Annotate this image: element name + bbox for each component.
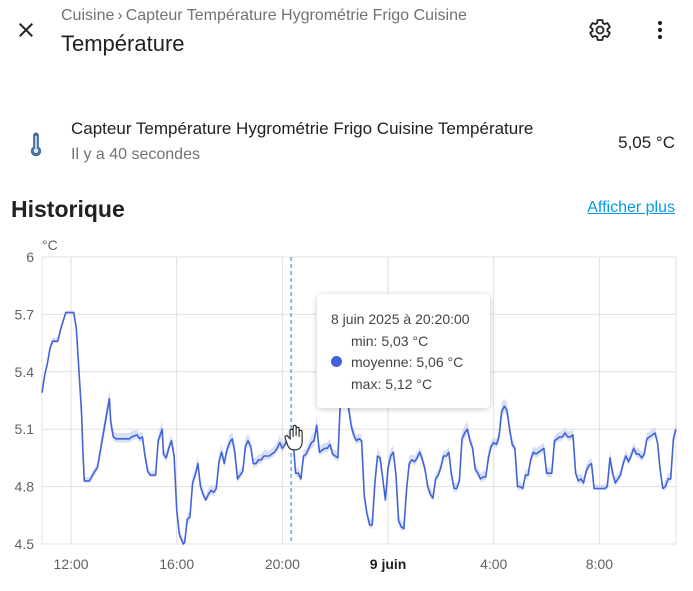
series-mean-line [41,311,677,545]
x-tick-label: 20:00 [265,556,300,572]
breadcrumb-area[interactable]: Cuisine [61,7,115,24]
x-tick-label: 12:00 [54,556,89,572]
more-options-button[interactable] [642,14,678,50]
y-tick-label: 5.7 [15,306,35,322]
top-app-bar: Cuisine › Capteur Température Hygrométrie … [0,0,693,68]
tooltip-min: min: 5,03 °C [351,333,429,349]
page-title: Température [61,31,185,56]
chevron-right-icon: › [117,7,123,24]
settings-button[interactable] [582,14,618,50]
series-dot-icon [331,356,342,367]
tooltip-mean: moyenne: 5,06 °C [351,354,464,370]
breadcrumb-device[interactable]: Capteur Température Hygrométrie Frigo Cu… [125,7,467,24]
x-tick-label: 9 juin [370,556,407,572]
history-title: Historique [11,196,125,222]
thermometer-icon [24,130,48,158]
tooltip-max: max: 5,12 °C [351,376,433,392]
hand-cursor-icon [284,424,303,451]
tooltip-date: 8 juin 2025 à 20:20:00 [331,311,470,327]
close-icon [14,18,38,47]
x-tick-label: 4:00 [480,556,507,572]
entity-row[interactable]: Capteur Température Hygrométrie Frigo Cu… [0,110,693,174]
close-button[interactable] [8,14,44,50]
entity-last-changed: Il y a 40 secondes [71,146,200,163]
entity-name: Capteur Température Hygrométrie Frigo Cu… [71,119,534,138]
y-tick-label: 5.1 [15,421,35,437]
more-vert-icon [648,18,672,47]
y-tick-label: 4.8 [15,479,35,495]
x-tick-label: 8:00 [586,556,613,572]
x-tick-label: 16:00 [159,556,194,572]
entity-state-value: 5,05 °C [618,133,675,152]
y-tick-label: 5.4 [15,364,35,380]
show-more-link[interactable]: Afficher plus [587,199,675,216]
y-tick-label: 4.5 [15,536,35,552]
y-tick-label: 6 [26,249,34,265]
history-chart[interactable]: 6 5.7 5.4 5.1 4.8 4.5 12:00 16:00 20:00 9 juin 4:0… [0,230,693,591]
breadcrumb: Cuisine › Capteur Température Hygrométrie … [61,7,467,25]
chart-tooltip: 8 juin 2025 à 20:20:00 min: 5,03 °C moye… [317,294,490,408]
y-axis-unit: °C [42,237,58,253]
gear-icon [588,18,612,47]
